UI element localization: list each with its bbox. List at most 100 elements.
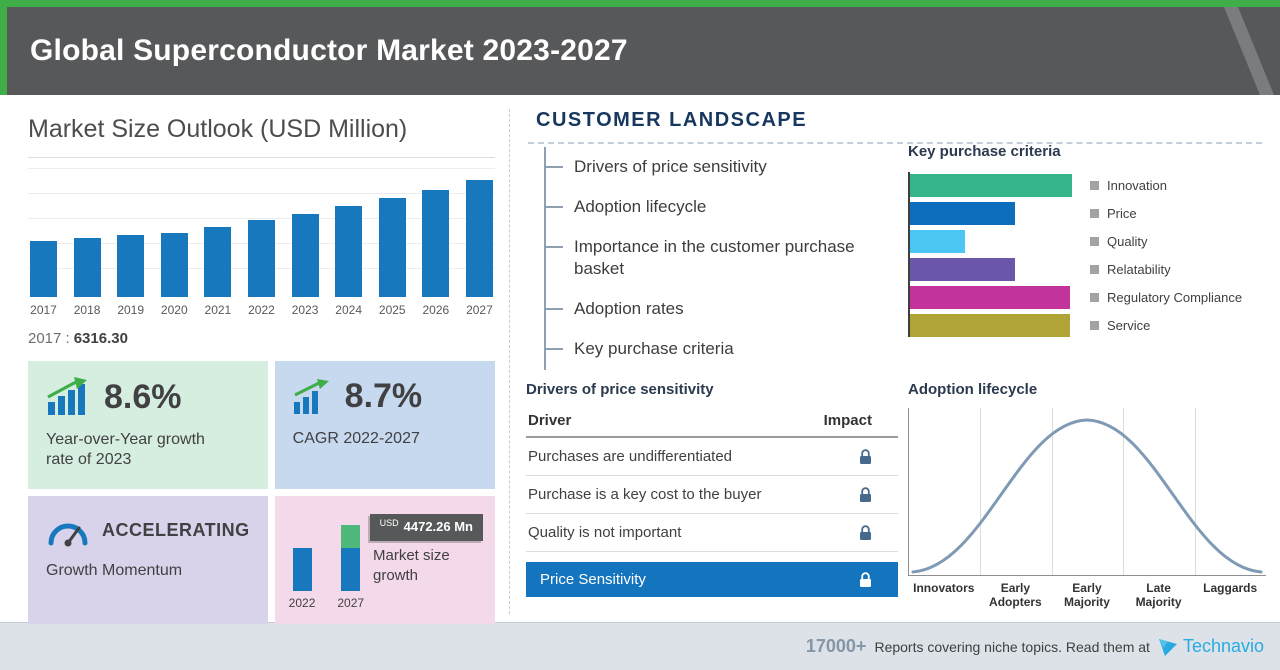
legend-marker-icon: [1090, 237, 1099, 246]
market-bar: [465, 180, 493, 297]
market-bar: [204, 227, 232, 297]
lock-icon: [859, 524, 872, 541]
market-bar-year-label: 2023: [291, 303, 319, 317]
gridline: [1051, 408, 1053, 575]
momentum-value: ACCELERATING: [102, 519, 250, 540]
price-table-header: Driver Impact: [526, 404, 898, 438]
legend-label: Price: [1107, 206, 1137, 221]
page-title: Global Superconductor Market 2023-2027: [30, 34, 628, 67]
landscape-item-label: Key purchase criteria: [574, 339, 734, 359]
ribbon-decoration-icon: [1224, 7, 1274, 95]
top-accent-bar: [0, 0, 1280, 7]
criteria-bar: [910, 286, 1070, 309]
badge-currency: USD: [379, 518, 399, 528]
market-bar-year-label: 2020: [160, 303, 188, 317]
market-bar-column: 2019: [117, 235, 145, 318]
yoy-growth-card: 8.6% Year-over-Year growth rate of 2023: [28, 361, 268, 489]
market-size-growth-card: 2022 2027 USD 4472.26 Mn Market size growt…: [274, 496, 495, 624]
momentum-label: Growth Momentum: [46, 562, 183, 579]
chart-bars: 2017 2018 2019 2020 2021 2022 2023 2024 2025 2026…: [30, 168, 493, 318]
criteria-bar: [910, 230, 965, 253]
legend-item: Relatability: [1090, 258, 1242, 281]
market-bar-column: 2021: [204, 227, 232, 318]
gridline: [1194, 408, 1196, 575]
market-bar-year-label: 2027: [466, 303, 493, 317]
yoy-label: Year-over-Year growth rate of 2023: [46, 431, 205, 468]
speedometer-icon: [48, 523, 88, 547]
landscape-list-item: Adoption rates: [546, 289, 874, 329]
legend-marker-icon: [1090, 293, 1099, 302]
adoption-lifecycle-chart: [908, 408, 1266, 576]
market-bar-column: 2025: [378, 198, 406, 318]
legend-marker-icon: [1090, 265, 1099, 274]
adoption-stage-labels: Innovators Early Adopters Early Majority Late…: [908, 581, 1266, 610]
badge-value: 4472.26 Mn: [403, 519, 473, 534]
legend-label: Relatability: [1107, 262, 1171, 277]
lock-icon: [859, 448, 872, 465]
cagr-label: CAGR 2022-2027: [292, 430, 420, 447]
market-bar-column: 2024: [335, 206, 363, 318]
base-segment: [341, 548, 361, 591]
driver-column-header: Driver: [528, 412, 572, 429]
landscape-list-item: Adoption lifecycle: [546, 187, 874, 227]
market-bar-year-label: 2018: [73, 303, 101, 317]
panel-divider: [509, 109, 510, 614]
connector-line: [546, 308, 563, 311]
growth-bar-column: 2022: [288, 548, 316, 610]
yoy-value: 8.6%: [104, 377, 182, 416]
impact-column-header: Impact: [823, 412, 872, 429]
market-bar-year-label: 2024: [335, 303, 362, 317]
header: Global Superconductor Market 2023-2027: [0, 7, 1280, 95]
price-table-row: Quality is not important: [526, 514, 898, 552]
purchase-criteria-chart: Innovation Price Quality Relatability Regula…: [908, 172, 1266, 337]
base-segment: [292, 548, 312, 591]
market-bar-column: 2023: [291, 214, 319, 318]
landscape-topic-list: Drivers of price sensitivity Adoption lif…: [544, 147, 874, 370]
adoption-stage-label: Early Adopters: [989, 581, 1042, 609]
brand-name: Technavio: [1182, 636, 1264, 656]
technavio-link[interactable]: Technavio: [1158, 636, 1264, 657]
main-content: Market Size Outlook (USD Million) 2017 20…: [0, 95, 1280, 624]
growth-momentum-card: ACCELERATING Growth Momentum: [28, 496, 268, 624]
legend-marker-icon: [1090, 209, 1099, 218]
market-bar-year-label: 2026: [422, 303, 450, 317]
cagr-card: 8.7% CAGR 2022-2027: [274, 361, 495, 489]
market-bar: [422, 190, 450, 297]
market-bar: [291, 214, 319, 297]
growth-badge: USD 4472.26 Mn: [369, 514, 483, 541]
price-sensitivity-highlight-row: Price Sensitivity: [526, 562, 898, 597]
growth-bar-year-label: 2022: [288, 596, 316, 610]
lock-icon: [859, 571, 872, 588]
connector-line: [546, 166, 563, 168]
market-size-panel: Market Size Outlook (USD Million) 2017 20…: [0, 95, 509, 624]
market-bar-year-label: 2017: [30, 303, 57, 317]
market-bar-year-label: 2025: [378, 303, 406, 317]
section-dashed-divider: [528, 142, 1262, 144]
market-bar-column: 2020: [160, 233, 188, 318]
growth-segment: [341, 525, 361, 548]
base-year-value: 6316.30: [73, 330, 128, 347]
growth-bar: [341, 525, 361, 591]
base-year-note: 2017 :6316.30: [28, 330, 495, 347]
gridline: [1123, 408, 1125, 575]
market-bar-column: 2026: [422, 190, 450, 318]
landscape-item-label: Importance in the customer purchase bask…: [574, 237, 855, 279]
lock-icon: [859, 486, 872, 503]
legend-label: Quality: [1107, 234, 1148, 249]
landscape-list-item: Drivers of price sensitivity: [546, 147, 874, 187]
customer-landscape-panel: CUSTOMER LANDSCAPE Drivers of price sens…: [510, 95, 1280, 622]
customer-landscape-title: CUSTOMER LANDSCAPE: [536, 109, 808, 131]
gridline: [980, 408, 982, 575]
driver-label: Quality is not important: [528, 524, 682, 541]
market-size-title: Market Size Outlook (USD Million): [28, 115, 408, 143]
legend-marker-icon: [1090, 181, 1099, 190]
key-purchase-criteria-block: Key purchase criteria Innovation Price Qua…: [908, 143, 1266, 337]
adoption-lifecycle-block: Adoption lifecycle Innovators Early Adopte…: [908, 381, 1266, 610]
criteria-bars: [908, 172, 1080, 337]
connector-line: [546, 348, 563, 351]
cagr-value: 8.7%: [344, 377, 423, 415]
base-year-label: 2017 :: [28, 330, 70, 347]
driver-label: Purchase is a key cost to the buyer: [528, 486, 762, 503]
price-drivers-title: Drivers of price sensitivity: [526, 381, 714, 398]
